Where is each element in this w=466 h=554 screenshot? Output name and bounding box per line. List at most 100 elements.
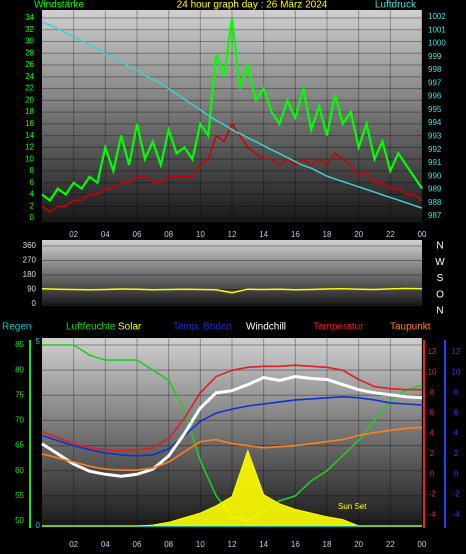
x-tick-label: 02 bbox=[69, 540, 78, 549]
y-tick-label: 995 bbox=[428, 105, 442, 114]
y-tick-label: 999 bbox=[428, 52, 442, 61]
x-tick-label: 10 bbox=[196, 230, 205, 239]
y-tick-label: 8 bbox=[454, 388, 459, 397]
compass-label: N bbox=[436, 241, 443, 252]
y-tick-label: 0 bbox=[32, 299, 37, 308]
y-tick-label: 993 bbox=[428, 132, 442, 141]
x-tick-label: 06 bbox=[133, 540, 142, 549]
x-tick-label: 18 bbox=[323, 230, 332, 239]
y-tick-label: 30 bbox=[25, 37, 34, 46]
y-tick-label: 270 bbox=[23, 256, 37, 265]
y-tick-label: 50 bbox=[15, 516, 24, 525]
y-tick-label: 360 bbox=[23, 241, 37, 250]
x-tick-label: 20 bbox=[354, 230, 363, 239]
y-tick-label: 18 bbox=[25, 107, 34, 116]
x-tick-label: 10 bbox=[196, 540, 205, 549]
y-tick-label: 6 bbox=[454, 408, 459, 417]
y-tick-label: 24 bbox=[25, 72, 34, 81]
y-tick-label: 6 bbox=[30, 178, 35, 187]
chart-title: 24 hour graph day : 26 März 2024 bbox=[177, 0, 328, 11]
x-tick-label: 22 bbox=[386, 230, 395, 239]
y-tick-label: 998 bbox=[428, 65, 442, 74]
y-tick-label: 70 bbox=[15, 416, 24, 425]
y-tick-label: 8 bbox=[430, 388, 435, 397]
x-tick-label: 14 bbox=[259, 540, 268, 549]
y-tick-label: 987 bbox=[428, 211, 442, 220]
y-tick-label: 4 bbox=[454, 429, 459, 438]
x-tick-label: 02 bbox=[69, 230, 78, 239]
x-tick-label: 00 bbox=[418, 540, 427, 549]
line bbox=[41, 374, 423, 478]
legend-entry: Luftfeuchte bbox=[66, 322, 116, 333]
y-tick-label: 2 bbox=[430, 449, 435, 458]
y-tick-label: 5 bbox=[36, 337, 41, 346]
y-tick-label: 12 bbox=[25, 143, 34, 152]
y-tick-label: 997 bbox=[428, 78, 442, 87]
y-axis-title: Windstärke bbox=[34, 0, 84, 11]
y-tick-label: 989 bbox=[428, 185, 442, 194]
y-tick-label: 10 bbox=[452, 367, 461, 376]
y-tick-label: 12 bbox=[428, 347, 437, 356]
legend-entry: Regen bbox=[2, 322, 31, 333]
y-tick-label: 65 bbox=[15, 441, 24, 450]
compass-label: W bbox=[435, 257, 445, 268]
x-tick-label: 06 bbox=[133, 230, 142, 239]
x-tick-label: 08 bbox=[164, 540, 173, 549]
y-tick-label: 34 bbox=[25, 13, 34, 22]
y-tick-label: 85 bbox=[15, 340, 24, 349]
y-tick-label: 6 bbox=[430, 408, 435, 417]
y-tick-label: 1002 bbox=[428, 12, 446, 21]
x-tick-label: 16 bbox=[291, 540, 300, 549]
y-tick-label: 4 bbox=[430, 429, 435, 438]
y-tick-label: 0 bbox=[30, 213, 35, 222]
y-tick-label: -4 bbox=[452, 510, 460, 519]
compass-label: S bbox=[437, 273, 444, 284]
legend-entry: Solar bbox=[118, 322, 142, 333]
y-tick-label: 2 bbox=[30, 201, 35, 210]
y-tick-label: 90 bbox=[27, 285, 36, 294]
y-tick-label: 1001 bbox=[428, 25, 446, 34]
y-tick-label: 994 bbox=[428, 118, 442, 127]
y-tick-label: 996 bbox=[428, 92, 442, 101]
line bbox=[41, 122, 423, 214]
x-tick-label: 12 bbox=[228, 230, 237, 239]
legend-entry: Temperatur bbox=[313, 322, 364, 333]
y-tick-label: 14 bbox=[25, 131, 34, 140]
y-tick-label: 80 bbox=[15, 365, 24, 374]
y-tick-label: 990 bbox=[428, 171, 442, 180]
annotation: Sun Set bbox=[338, 502, 367, 511]
x-tick-label: 22 bbox=[386, 540, 395, 549]
y-tick-label: 75 bbox=[15, 390, 24, 399]
y-tick-label: 32 bbox=[25, 25, 34, 34]
y-tick-label: 0 bbox=[36, 521, 41, 530]
legend-entry: Windchill bbox=[246, 322, 286, 333]
y-tick-label: 991 bbox=[428, 158, 442, 167]
y-tick-label: 992 bbox=[428, 145, 442, 154]
line bbox=[41, 287, 423, 294]
y-tick-label: -4 bbox=[428, 510, 436, 519]
y-tick-label: 12 bbox=[452, 347, 461, 356]
compass-label: O bbox=[436, 289, 444, 300]
y-tick-label: 0 bbox=[454, 469, 459, 478]
area bbox=[42, 449, 422, 527]
plot-area bbox=[42, 240, 422, 306]
legend-entry: Temp. Boden bbox=[173, 322, 232, 333]
y-tick-label: -2 bbox=[452, 490, 460, 499]
x-tick-label: 04 bbox=[101, 230, 110, 239]
y-tick-label: 988 bbox=[428, 198, 442, 207]
y-tick-label: 2 bbox=[454, 449, 459, 458]
x-tick-label: 04 bbox=[101, 540, 110, 549]
line bbox=[41, 17, 423, 202]
line bbox=[41, 364, 422, 452]
y-tick-label: -2 bbox=[428, 490, 436, 499]
y-tick-label: 180 bbox=[23, 270, 37, 279]
x-tick-label: 18 bbox=[323, 540, 332, 549]
compass-label: N bbox=[436, 306, 443, 317]
y-tick-label: 10 bbox=[25, 154, 34, 163]
y-tick-label: 0 bbox=[430, 469, 435, 478]
y-tick-label: 20 bbox=[25, 95, 34, 104]
y-tick-label: 28 bbox=[25, 48, 34, 57]
y-tick-label: 8 bbox=[30, 166, 35, 175]
